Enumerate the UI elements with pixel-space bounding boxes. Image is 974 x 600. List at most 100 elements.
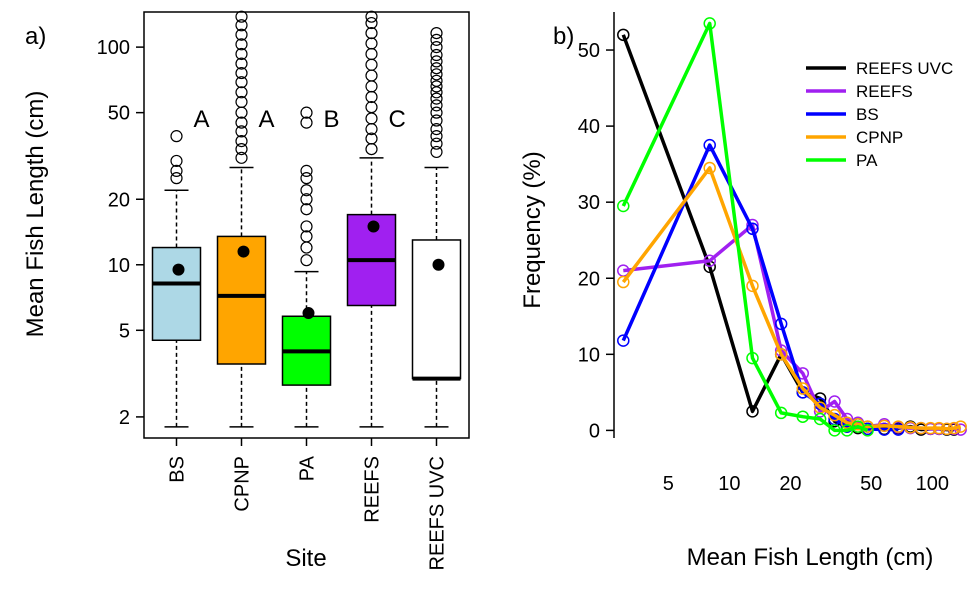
series-point — [703, 17, 716, 30]
outlier-point — [300, 203, 313, 216]
series-cpnp — [617, 161, 967, 436]
box-iqr — [216, 235, 267, 365]
series-point — [840, 424, 854, 437]
panel-b-x-axis: 5 10 20 50 100 — [663, 473, 949, 495]
series-line — [621, 21, 869, 433]
box-cpnp: A — [216, 10, 275, 428]
outlier-point — [235, 47, 248, 61]
series-point — [617, 28, 630, 42]
panel-b-x-axis-label: Mean Fish Length (cm) — [687, 544, 934, 571]
series-point — [924, 421, 937, 435]
legend-label: PA — [856, 151, 878, 170]
outlier-point — [365, 112, 378, 125]
box-iqr — [151, 246, 202, 342]
panel-a-y-tick-label: 100 — [97, 37, 130, 59]
outlier-point — [430, 33, 443, 46]
series-point — [617, 199, 630, 213]
panel-b-x-tick-label: 10 — [718, 473, 740, 495]
outlier-point — [365, 26, 378, 40]
outlier-point — [170, 130, 183, 143]
outlier-point — [300, 164, 313, 177]
panel-b-y-axis: 0 10 20 30 40 50 — [578, 40, 614, 442]
panel-a-y-tick-label: 5 — [119, 320, 130, 342]
series-point — [940, 422, 954, 436]
outlier-point — [365, 47, 378, 61]
box-reefs: C — [346, 10, 406, 428]
series-point — [617, 334, 630, 347]
outlier-point — [430, 145, 443, 159]
outlier-point — [365, 37, 378, 50]
panel-b-legend: REEFS UVC REEFS BS CPNP PA — [806, 59, 953, 170]
outlier-point — [430, 114, 443, 127]
outlier-point — [235, 125, 248, 138]
outlier-point — [430, 92, 443, 105]
outlier-point — [300, 184, 313, 197]
panel-a-x-tick-label: PA — [297, 455, 319, 481]
series-point — [813, 412, 827, 426]
outlier-point — [300, 193, 313, 206]
panel-b-y-tick-label: 20 — [578, 268, 600, 290]
panel-a-y-tick-label: 50 — [108, 103, 130, 125]
series-point — [828, 395, 841, 408]
series-point — [774, 317, 788, 331]
box-pa: B — [281, 106, 340, 428]
series-point — [774, 348, 788, 361]
series-point — [617, 275, 630, 289]
panel-b: b) Frequency (%) Mean Fish Length (cm) 0… — [519, 12, 967, 571]
series-point — [774, 406, 788, 420]
outlier-point — [170, 154, 183, 168]
outlier-point — [170, 172, 183, 185]
series-point — [828, 408, 841, 422]
series-point — [796, 382, 810, 395]
panel-b-y-tick-label: 50 — [578, 40, 600, 62]
series-point — [861, 424, 874, 437]
series-reefs — [617, 218, 967, 436]
panel-a-label: a) — [25, 23, 46, 50]
panel-b-y-tick-label: 40 — [578, 116, 600, 138]
panel-b-x-tick-label: 50 — [860, 473, 882, 495]
outlier-point — [235, 95, 248, 109]
series-point — [796, 410, 810, 423]
panel-b-x-tick-label: 5 — [663, 473, 674, 495]
series-line — [623, 223, 961, 432]
outlier-point — [235, 28, 248, 41]
mean-point — [237, 245, 250, 258]
panel-a-x-tick-label: REEFS UVC — [427, 456, 449, 570]
outlier-point — [235, 142, 248, 156]
significance-letter: A — [194, 106, 210, 133]
series-point — [703, 138, 716, 152]
legend-entry: REEFS UVC — [806, 59, 953, 78]
panel-b-y-axis-label: Frequency (%) — [519, 151, 546, 308]
outlier-point — [365, 58, 378, 71]
panel-b-x-tick-label: 20 — [779, 473, 801, 495]
panel-a-y-axis-label: Mean Fish Length (cm) — [22, 91, 49, 338]
outlier-point — [235, 86, 248, 99]
series-point — [892, 420, 905, 433]
outlier-point — [430, 123, 443, 136]
outlier-point — [430, 62, 443, 75]
series-point — [914, 421, 928, 435]
outlier-point — [365, 10, 378, 23]
outlier-point — [365, 142, 378, 156]
outlier-point — [235, 19, 248, 32]
legend-entry: BS — [806, 105, 879, 124]
panel-b-series — [617, 17, 967, 437]
panel-a-y-tick-label: 10 — [108, 255, 130, 277]
outlier-point — [430, 106, 443, 119]
panel-a-x-tick-label: REEFS — [362, 456, 384, 523]
panel-b-y-tick-label: 10 — [578, 344, 600, 366]
outlier-point — [365, 90, 378, 104]
series-point — [932, 421, 946, 435]
legend-entry: REEFS — [806, 82, 913, 101]
series-point — [703, 254, 716, 268]
series-point — [892, 423, 905, 436]
series-point — [828, 424, 841, 437]
significance-letter: B — [324, 106, 340, 133]
panel-b-y-tick-label: 30 — [578, 192, 600, 214]
series-line — [621, 143, 899, 432]
panel-a-y-tick-label: 20 — [108, 189, 130, 211]
series-line — [621, 166, 962, 431]
series-point — [746, 222, 759, 236]
outlier-point — [300, 220, 313, 233]
